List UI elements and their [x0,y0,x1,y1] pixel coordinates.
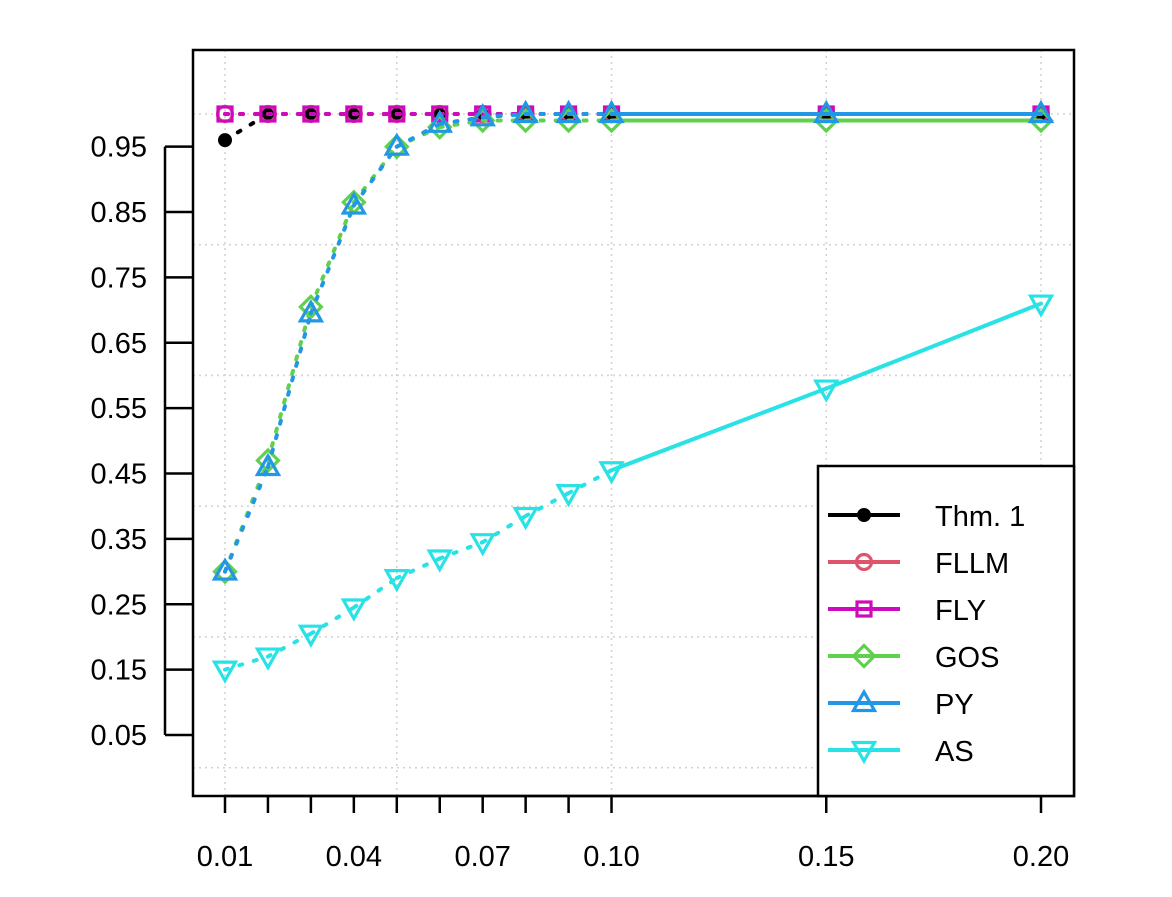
series-py [211,99,1055,581]
data-point [297,299,325,323]
data-point [383,132,411,156]
data-point [512,99,539,124]
legend-marker [854,552,874,572]
y-tick-label: 0.95 [91,132,147,164]
y-tick-label: 0.15 [91,655,147,687]
legend-item: FLLM [828,548,1009,580]
series-group [211,99,1055,684]
data-point [598,99,625,124]
data-point [298,294,324,320]
data-point [255,447,281,474]
series-segment [308,200,356,309]
legend-marker [857,508,871,522]
x-tick-label: 0.01 [197,841,253,873]
series-segment [265,311,313,469]
series-as [211,294,1055,684]
series-segment [351,576,399,610]
data-point [431,105,449,123]
data-point [813,379,840,403]
legend-item: PY [828,688,974,721]
series-segment [223,464,270,574]
data-point [212,558,238,585]
y-tick-label: 0.25 [91,589,147,621]
data-point [426,109,453,133]
x-tick-label: 0.20 [1013,841,1069,873]
data-point [302,105,320,123]
legend-item: Thm. 1 [828,501,1025,533]
data-point [254,647,282,671]
data-point [555,484,582,508]
legend-label: FLY [935,595,986,627]
legend-marker [855,600,873,618]
x-tick-label: 0.10 [583,841,639,873]
x-tick-label: 0.07 [454,841,510,873]
data-point [297,624,325,648]
legend-label: AS [935,736,974,768]
data-point [345,105,363,123]
data-point [384,133,410,160]
data-point [254,452,282,477]
grid [193,50,1074,796]
data-point [555,99,582,124]
series-segment [308,605,356,636]
legend-label: PY [935,689,974,721]
legend-item: AS [828,736,974,768]
data-point [1027,99,1055,124]
legend-item: FLY [828,595,986,627]
y-tick-label: 0.75 [91,262,147,294]
data-point [388,105,406,123]
data-point [259,105,277,123]
legend-marker [850,740,878,765]
data-point [218,133,232,148]
y-axis: 0.05 0.15 0.25 0.35 0.45 0.55 0.65 0.75 0.85 0.95 [91,132,193,752]
series-segment [609,386,829,473]
data-point [383,569,411,593]
data-point [598,461,625,485]
y-tick-label: 0.05 [91,720,147,752]
data-point [469,103,496,127]
legend-label: Thm. 1 [935,501,1025,533]
legend-marker [850,688,878,713]
legend-label: GOS [935,642,999,674]
x-tick-label: 0.04 [326,841,382,873]
data-point [813,99,840,124]
series-segment [265,304,313,463]
legend: Thm. 1 FLLM FLY GOS PY AS [816,464,1076,798]
data-point [211,660,239,684]
y-tick-label: 0.55 [91,393,147,425]
legend-label: FLLM [935,548,1009,580]
legend-item: GOS [828,642,999,674]
series-segment [351,144,399,208]
x-tick-label: 0.15 [798,841,854,873]
data-point [469,533,496,557]
data-point [216,105,234,123]
y-tick-label: 0.85 [91,197,147,229]
data-point [1027,294,1055,318]
series-segment [308,203,356,316]
series-segment [480,514,528,545]
legend-marker [851,643,877,669]
data-point [426,549,453,573]
data-point [512,506,539,531]
data-point [340,191,368,215]
y-tick-label: 0.45 [91,459,147,491]
data-point [211,557,239,581]
series-segment [824,301,1043,391]
y-tick-label: 0.65 [91,328,147,360]
y-tick-label: 0.35 [91,524,147,556]
data-point [340,598,368,622]
x-axis: 0.01 0.04 0.07 0.10 0.15 0.20 [197,794,1069,873]
